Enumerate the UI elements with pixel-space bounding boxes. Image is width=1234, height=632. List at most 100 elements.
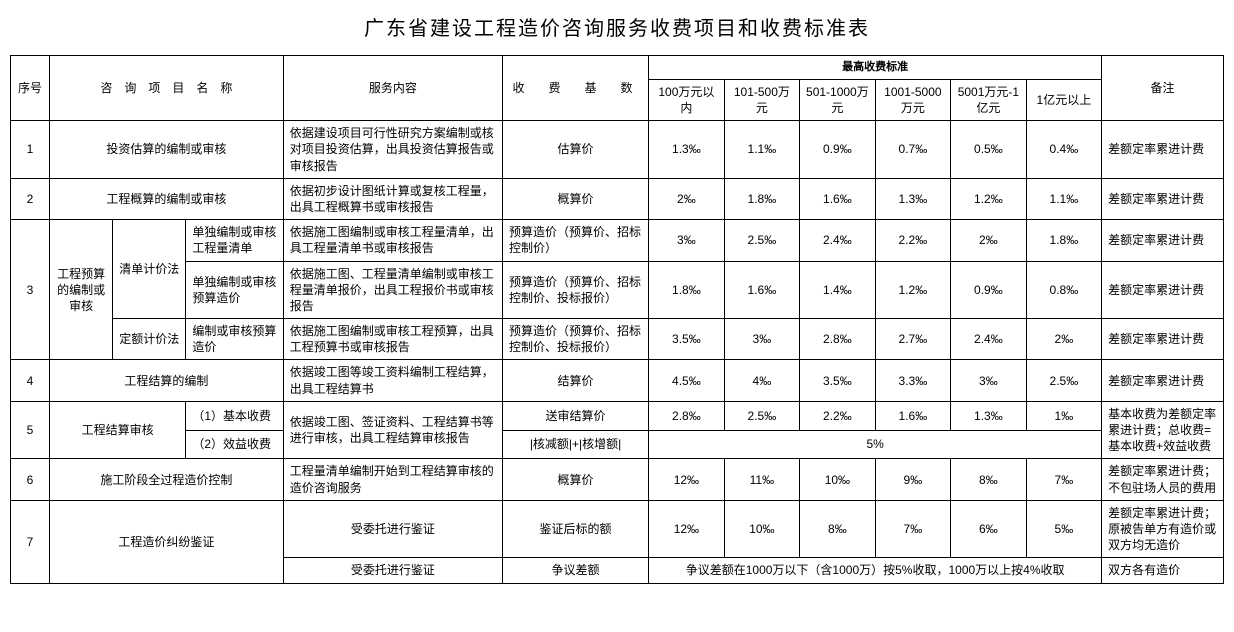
cell-note: 差额定率累进计费 — [1102, 220, 1224, 261]
cell-group: 工程预算的编制或审核 — [49, 220, 112, 360]
cell-rate: 1.8‰ — [724, 178, 800, 219]
col-max-fee: 最高收费标准 — [649, 56, 1102, 80]
cell-rate: 1.1‰ — [724, 121, 800, 179]
cell-sub: 单独编制或审核预算造价 — [186, 261, 283, 319]
cell-base: 争议差额 — [502, 558, 648, 583]
fee-standard-table: 序号 咨 询 项 目 名 称 服务内容 收 费 基 数 最高收费标准 备注 10… — [10, 55, 1224, 584]
cell-rate: 2‰ — [1026, 319, 1102, 360]
cell-service: 依据竣工图、签证资料、工程结算书等进行审核，出具工程结算审核报告 — [283, 401, 502, 459]
col-seq: 序号 — [11, 56, 50, 121]
cell-rate: 2.8‰ — [649, 401, 725, 430]
cell-rate: 1.8‰ — [649, 261, 725, 319]
cell-rate: 12‰ — [649, 459, 725, 500]
cell-rate: 0.4‰ — [1026, 121, 1102, 179]
cell-seq: 1 — [11, 121, 50, 179]
cell-note: 双方各有造价 — [1102, 558, 1224, 583]
cell-base: 概算价 — [502, 459, 648, 500]
col-item-name: 咨 询 项 目 名 称 — [49, 56, 283, 121]
cell-rate: 2.2‰ — [800, 401, 876, 430]
cell-note: 差额定率累进计费 — [1102, 319, 1224, 360]
table-row: （2）效益收费 |核减额|+|核增额| 5% — [11, 430, 1224, 459]
cell-rate: 0.8‰ — [1026, 261, 1102, 319]
cell-rate: 10‰ — [800, 459, 876, 500]
cell-name: 投资估算的编制或审核 — [49, 121, 283, 179]
table-row: 4 工程结算的编制 依据竣工图等竣工资料编制工程结算，出具工程结算书 结算价 4… — [11, 360, 1224, 401]
cell-service: 依据施工图、工程量清单编制或审核工程量清单报价，出具工程报价书或审核报告 — [283, 261, 502, 319]
cell-sub: 单独编制或审核工程量清单 — [186, 220, 283, 261]
cell-base: 估算价 — [502, 121, 648, 179]
cell-rate: 2.8‰ — [800, 319, 876, 360]
col-service: 服务内容 — [283, 56, 502, 121]
cell-rate: 5‰ — [1026, 500, 1102, 558]
cell-rate: 1.3‰ — [951, 401, 1027, 430]
cell-rate: 2.2‰ — [875, 220, 951, 261]
cell-note: 差额定率累进计费 — [1102, 121, 1224, 179]
table-row: 3 工程预算的编制或审核 清单计价法 单独编制或审核工程量清单 依据施工图编制或… — [11, 220, 1224, 261]
cell-service: 依据初步设计图纸计算或复核工程量，出具工程概算书或审核报告 — [283, 178, 502, 219]
cell-name: 工程概算的编制或审核 — [49, 178, 283, 219]
cell-rate: 3‰ — [951, 360, 1027, 401]
cell-service: 依据竣工图等竣工资料编制工程结算，出具工程结算书 — [283, 360, 502, 401]
cell-sub: 编制或审核预算造价 — [186, 319, 283, 360]
cell-rate: 0.7‰ — [875, 121, 951, 179]
tier-3: 501-1000万元 — [800, 79, 876, 120]
cell-seq: 6 — [11, 459, 50, 500]
cell-base: 概算价 — [502, 178, 648, 219]
cell-seq: 3 — [11, 220, 50, 360]
cell-service: 工程量清单编制开始到工程结算审核的造价咨询服务 — [283, 459, 502, 500]
cell-rate: 3.5‰ — [800, 360, 876, 401]
cell-name: 工程结算审核 — [49, 401, 185, 459]
cell-base: 鉴证后标的额 — [502, 500, 648, 558]
cell-rate: 4.5‰ — [649, 360, 725, 401]
cell-service: 依据施工图编制或审核工程量清单，出具工程量清单书或审核报告 — [283, 220, 502, 261]
cell-rate: 7‰ — [875, 500, 951, 558]
cell-rate: 1.3‰ — [875, 178, 951, 219]
cell-sub: （2）效益收费 — [186, 430, 283, 459]
cell-rate: 3‰ — [724, 319, 800, 360]
cell-rate: 1‰ — [1026, 401, 1102, 430]
cell-rate: 2.5‰ — [724, 401, 800, 430]
cell-rate: 1.1‰ — [1026, 178, 1102, 219]
page-title: 广东省建设工程造价咨询服务收费项目和收费标准表 — [10, 12, 1224, 41]
tier-1: 100万元以内 — [649, 79, 725, 120]
cell-method: 清单计价法 — [113, 220, 186, 319]
tier-5: 5001万元-1亿元 — [951, 79, 1027, 120]
cell-rate: 3‰ — [649, 220, 725, 261]
cell-rate: 12‰ — [649, 500, 725, 558]
tier-2: 101-500万元 — [724, 79, 800, 120]
cell-base: 预算造价（预算价、招标控制价、投标报价） — [502, 319, 648, 360]
cell-flat-rate: 5% — [649, 430, 1102, 459]
tier-4: 1001-5000万元 — [875, 79, 951, 120]
cell-sub: （1）基本收费 — [186, 401, 283, 430]
cell-service: 受委托进行鉴证 — [283, 500, 502, 558]
col-note: 备注 — [1102, 56, 1224, 121]
table-row: 5 工程结算审核 （1）基本收费 依据竣工图、签证资料、工程结算书等进行审核，出… — [11, 401, 1224, 430]
cell-base: 预算造价（预算价、招标控制价、投标报价） — [502, 261, 648, 319]
cell-rate: 2.5‰ — [724, 220, 800, 261]
cell-rate: 8‰ — [800, 500, 876, 558]
cell-name: 工程结算的编制 — [49, 360, 283, 401]
cell-rate: 2.4‰ — [951, 319, 1027, 360]
cell-rate: 1.8‰ — [1026, 220, 1102, 261]
cell-service: 依据施工图编制或审核工程预算，出具工程预算书或审核报告 — [283, 319, 502, 360]
table-row: 单独编制或审核预算造价 依据施工图、工程量清单编制或审核工程量清单报价，出具工程… — [11, 261, 1224, 319]
cell-rate: 4‰ — [724, 360, 800, 401]
cell-base: 结算价 — [502, 360, 648, 401]
cell-note: 基本收费为差额定率累进计费；总收费=基本收费+效益收费 — [1102, 401, 1224, 459]
cell-rate: 1.6‰ — [875, 401, 951, 430]
col-fee-base: 收 费 基 数 — [502, 56, 648, 121]
cell-rate: 7‰ — [1026, 459, 1102, 500]
cell-method: 定额计价法 — [113, 319, 186, 360]
cell-rate: 6‰ — [951, 500, 1027, 558]
cell-rate: 1.3‰ — [649, 121, 725, 179]
cell-note: 差额定率累进计费 — [1102, 261, 1224, 319]
cell-base: 预算造价（预算价、招标控制价） — [502, 220, 648, 261]
cell-base: 送审结算价 — [502, 401, 648, 430]
cell-rate: 2‰ — [649, 178, 725, 219]
cell-rate: 1.4‰ — [800, 261, 876, 319]
cell-rate: 0.5‰ — [951, 121, 1027, 179]
cell-seq: 2 — [11, 178, 50, 219]
cell-rate: 8‰ — [951, 459, 1027, 500]
cell-rate: 1.2‰ — [951, 178, 1027, 219]
cell-base: |核减额|+|核增额| — [502, 430, 648, 459]
